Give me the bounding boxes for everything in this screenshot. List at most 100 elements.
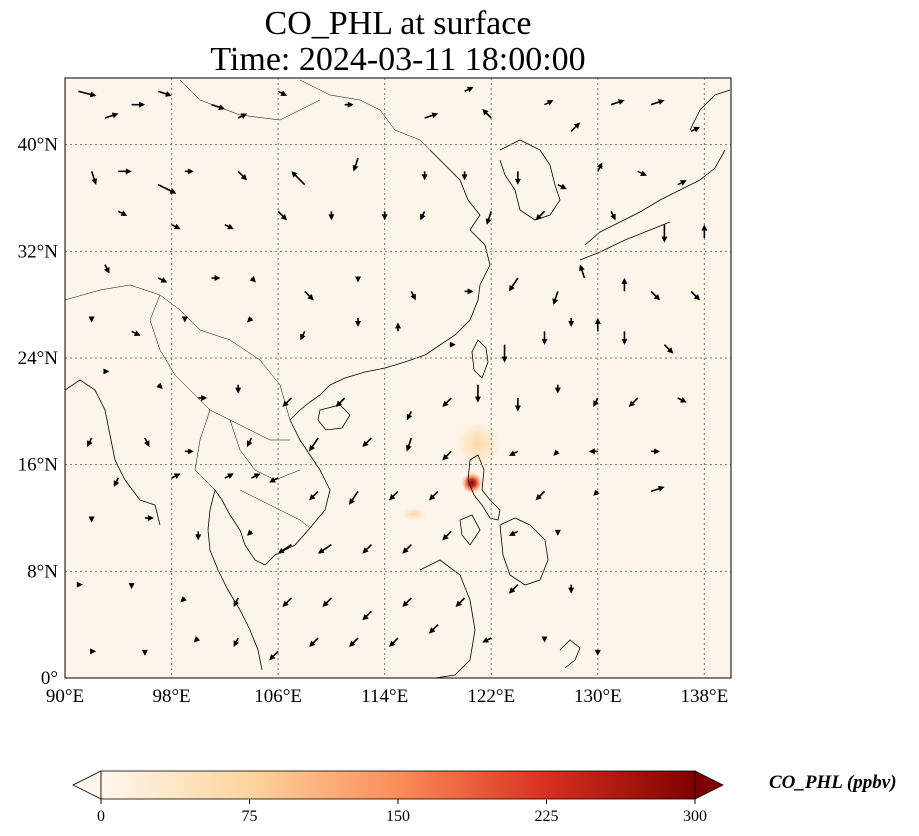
wind-arrow — [90, 648, 97, 655]
wind-arrow — [677, 397, 687, 403]
wind-arrow — [344, 101, 354, 108]
map-subtitle-time: Time: 2024-03-11 18:00:00 — [210, 41, 586, 78]
wind-arrow — [541, 636, 548, 643]
wind-arrow — [428, 624, 439, 634]
wind-arrow — [117, 210, 128, 216]
wind-arrow — [349, 490, 359, 505]
wind-arrow — [544, 100, 554, 106]
colorbar-extend-low — [72, 770, 102, 800]
wind-arrow — [474, 384, 481, 403]
lon-tick-label: 138°E — [681, 686, 729, 707]
wind-arrow — [211, 275, 221, 281]
wind-arrow — [171, 473, 181, 479]
wind-arrow — [514, 171, 521, 185]
wind-arrow — [157, 183, 177, 194]
wind-arrow — [535, 490, 546, 501]
wind-arrow — [442, 530, 452, 541]
wind-arrow — [482, 109, 492, 119]
wind-arrow — [233, 637, 240, 647]
lon-tick-label: 130°E — [574, 686, 622, 707]
wind-arrow — [277, 544, 292, 554]
colorbar-tick-label: 225 — [535, 808, 559, 825]
wind-arrow — [181, 316, 188, 323]
wind-arrow — [131, 330, 141, 336]
wind-arrow — [663, 344, 674, 354]
map-gridlines — [65, 78, 731, 678]
wind-arrow — [508, 277, 519, 292]
wind-vector-field — [76, 86, 708, 661]
latitude-tick-labels: 0° 8°N 16°N 24°N 32°N 40°N — [18, 135, 59, 689]
wind-arrow — [282, 597, 293, 607]
co-plume-north-luzon — [456, 422, 500, 466]
wind-arrow — [180, 596, 187, 603]
wind-arrow — [637, 170, 647, 176]
wind-arrow — [428, 490, 439, 501]
wind-arrow — [78, 90, 97, 98]
wind-arrow — [113, 477, 120, 487]
wind-arrow — [552, 291, 559, 305]
wind-arrow — [317, 544, 332, 554]
lon-tick-label: 122°E — [467, 686, 515, 707]
wind-arrow — [568, 584, 575, 594]
wind-arrow — [355, 276, 362, 283]
wind-arrow — [246, 316, 254, 323]
wind-arrow — [570, 122, 581, 132]
wind-arrow — [352, 157, 359, 172]
wind-arrow — [677, 180, 687, 186]
wind-arrow — [501, 344, 508, 363]
wind-arrow — [157, 277, 168, 283]
wind-arrow — [198, 395, 208, 401]
wind-arrow — [461, 171, 468, 181]
wind-arrow — [157, 90, 172, 97]
wind-arrow — [195, 531, 202, 541]
wind-arrow — [328, 211, 335, 221]
wind-arrow — [269, 477, 279, 483]
co-plume-south-china-sea — [402, 508, 426, 520]
wind-arrow — [650, 485, 665, 493]
wind-arrow — [335, 397, 346, 407]
wind-arrow — [233, 597, 240, 607]
wind-arrow — [304, 290, 314, 301]
lat-tick-label: 8°N — [27, 561, 58, 582]
lat-tick-label: 40°N — [18, 135, 59, 156]
wind-arrow — [237, 113, 248, 119]
wind-arrow — [131, 101, 146, 108]
colorbar-label: CO_PHL (ppbv) — [769, 772, 897, 793]
wind-arrow — [593, 489, 600, 496]
wind-arrow — [650, 290, 661, 301]
wind-arrow — [402, 597, 412, 607]
colorbar-extend-high — [694, 770, 724, 800]
lat-tick-label: 24°N — [18, 348, 59, 369]
wind-arrow — [362, 437, 372, 447]
colorbar-ticks: 0 75 150 225 300 — [97, 799, 707, 825]
wind-arrow — [554, 529, 561, 536]
wind-arrow — [621, 277, 628, 292]
wind-arrow — [184, 448, 194, 455]
wind-arrow — [554, 384, 561, 394]
wind-arrow — [76, 581, 83, 588]
wind-arrow — [141, 649, 148, 656]
wind-arrow — [553, 449, 560, 456]
map-background — [65, 78, 731, 678]
wind-arrow — [701, 224, 708, 238]
wind-arrow — [156, 382, 163, 390]
wind-arrow — [246, 529, 254, 536]
wind-arrow — [651, 448, 661, 455]
wind-arrow — [579, 264, 586, 279]
wind-arrow — [362, 544, 372, 554]
wind-arrow — [442, 450, 452, 461]
wind-arrow — [381, 211, 388, 221]
wind-arrow — [104, 112, 119, 119]
wind-arrow — [402, 544, 412, 554]
wind-arrow — [269, 650, 279, 661]
wind-arrow — [389, 490, 399, 501]
wind-arrow — [88, 516, 95, 523]
wind-arrow — [395, 322, 401, 332]
lat-tick-label: 16°N — [18, 455, 59, 476]
wind-arrow — [235, 384, 242, 394]
wind-arrow — [406, 410, 413, 421]
wind-arrow — [541, 331, 548, 345]
wind-arrow — [508, 584, 519, 594]
wind-arrow — [87, 437, 93, 447]
